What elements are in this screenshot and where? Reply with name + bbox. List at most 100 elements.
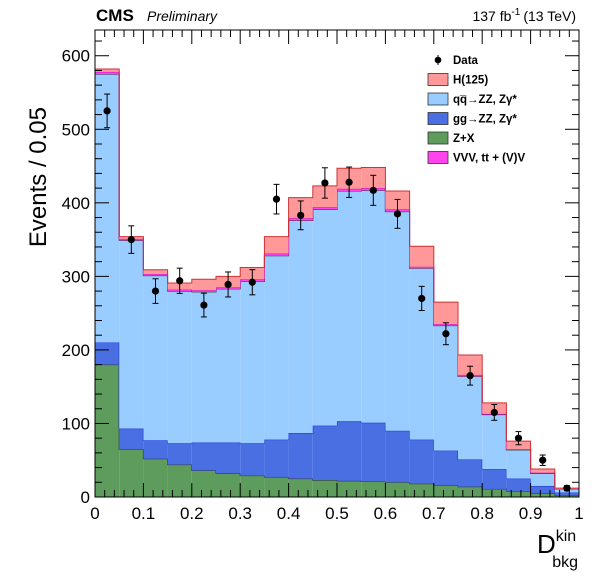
legend-data-marker xyxy=(435,57,442,64)
data-point xyxy=(200,301,207,308)
bar-series1-bin14 xyxy=(434,451,458,486)
y-tick-label: 600 xyxy=(62,47,90,66)
bar-series1-bin4 xyxy=(192,443,216,471)
x-tick-label: 0.4 xyxy=(277,504,301,523)
bar-series2-bin3 xyxy=(168,291,192,443)
bar-series1-bin3 xyxy=(168,443,192,464)
data-point xyxy=(321,179,328,186)
bar-series2-bin17 xyxy=(506,450,530,479)
bar-series1-bin12 xyxy=(385,431,409,482)
bar-series2-bin10 xyxy=(337,191,361,421)
bar-series1-bin5 xyxy=(216,443,240,474)
bar-series1-bin1 xyxy=(119,429,143,450)
data-point xyxy=(128,236,135,243)
bar-series4-bin18 xyxy=(531,469,555,473)
x-tick-label: 0.2 xyxy=(180,504,204,523)
experiment-label: CMS xyxy=(96,6,134,25)
bar-series2-bin15 xyxy=(458,376,482,459)
data-point xyxy=(273,196,280,203)
data-point xyxy=(418,295,425,302)
bar-series0-bin6 xyxy=(240,476,264,497)
legend-swatch xyxy=(428,74,448,86)
x-tick-label: 1 xyxy=(574,504,583,523)
bar-series1-bin2 xyxy=(143,440,167,458)
bar-series1-bin18 xyxy=(531,486,555,493)
bar-series0-bin7 xyxy=(264,477,288,497)
data-point xyxy=(176,277,183,284)
data-point xyxy=(370,187,377,194)
bar-series1-bin11 xyxy=(361,423,385,482)
legend-swatch xyxy=(428,152,448,164)
y-tick-label: 500 xyxy=(62,120,90,139)
data-point xyxy=(249,279,256,286)
bar-series2-bin18 xyxy=(531,473,555,486)
data-point xyxy=(467,372,474,379)
data-point xyxy=(394,210,401,217)
data-point xyxy=(539,457,546,464)
legend-swatch xyxy=(428,113,448,125)
y-tick-label: 400 xyxy=(62,194,90,213)
lumi-value: 137 fb xyxy=(472,8,511,24)
bar-series0-bin0 xyxy=(95,365,119,497)
bar-series0-bin1 xyxy=(119,449,143,497)
bar-series1-bin13 xyxy=(410,440,434,484)
x-tick-label: 0.6 xyxy=(374,504,398,523)
bar-series1-bin17 xyxy=(506,479,530,492)
bar-series2-bin1 xyxy=(119,240,143,428)
data-point xyxy=(515,435,522,442)
y-tick-label: 200 xyxy=(62,341,90,360)
bar-series0-bin16 xyxy=(482,489,506,497)
legend-label: gg→ZZ, Zγ* xyxy=(453,114,517,126)
bar-series4-bin2 xyxy=(143,270,167,274)
bar-series2-bin8 xyxy=(289,220,313,433)
bar-series1-bin10 xyxy=(337,421,361,481)
x-tick-label: 0.7 xyxy=(422,504,446,523)
bar-series4-bin7 xyxy=(264,237,288,254)
legend-label: Z+X xyxy=(453,133,475,145)
bar-series0-bin17 xyxy=(506,491,530,497)
data-point xyxy=(346,179,353,186)
legend-swatch xyxy=(428,93,448,105)
data-point xyxy=(152,287,159,294)
y-tick-label: 100 xyxy=(62,414,90,433)
data-point xyxy=(225,281,232,288)
x-axis-label-sub: bkg xyxy=(552,554,578,571)
y-tick-label: 300 xyxy=(62,267,90,286)
bar-series2-bin6 xyxy=(240,282,264,444)
bar-series1-bin6 xyxy=(240,443,264,475)
bar-series2-bin7 xyxy=(264,256,288,440)
bar-series0-bin10 xyxy=(337,481,361,497)
bar-series2-bin5 xyxy=(216,289,240,443)
bar-series0-bin2 xyxy=(143,459,167,497)
x-tick-label: 0.5 xyxy=(325,504,349,523)
bar-series0-bin3 xyxy=(168,465,192,497)
legend-label: Data xyxy=(453,55,479,67)
bar-series2-bin16 xyxy=(482,415,506,469)
x-tick-label: 0.9 xyxy=(519,504,543,523)
status-label: Preliminary xyxy=(147,8,218,24)
x-tick-label: 0 xyxy=(90,504,99,523)
bar-series0-bin8 xyxy=(289,479,313,497)
bar-series2-bin9 xyxy=(313,209,337,425)
legend-label: qq̅→ZZ, Zγ* xyxy=(453,94,517,106)
bar-series1-bin7 xyxy=(264,440,288,478)
y-axis-label: Events / 0.05 xyxy=(25,107,52,247)
data-point xyxy=(442,330,449,337)
x-tick-label: 0.1 xyxy=(132,504,156,523)
bar-series2-bin12 xyxy=(385,212,409,431)
bar-series1-bin16 xyxy=(482,469,506,489)
bar-series4-bin13 xyxy=(410,246,434,267)
bar-series1-bin8 xyxy=(289,433,313,479)
lumi-label: 137 fb-1 (13 TeV) xyxy=(472,7,576,24)
bar-series0-bin9 xyxy=(313,480,337,497)
bar-series0-bin15 xyxy=(458,487,482,497)
legend-label: H(125) xyxy=(453,75,488,87)
x-tick-label: 0.3 xyxy=(228,504,252,523)
lumi-energy: (13 TeV) xyxy=(523,8,576,24)
bar-series0-bin11 xyxy=(361,482,385,497)
lumi-exponent: -1 xyxy=(511,7,520,18)
bar-series4-bin4 xyxy=(192,279,216,290)
bar-series1-bin0 xyxy=(95,343,119,365)
